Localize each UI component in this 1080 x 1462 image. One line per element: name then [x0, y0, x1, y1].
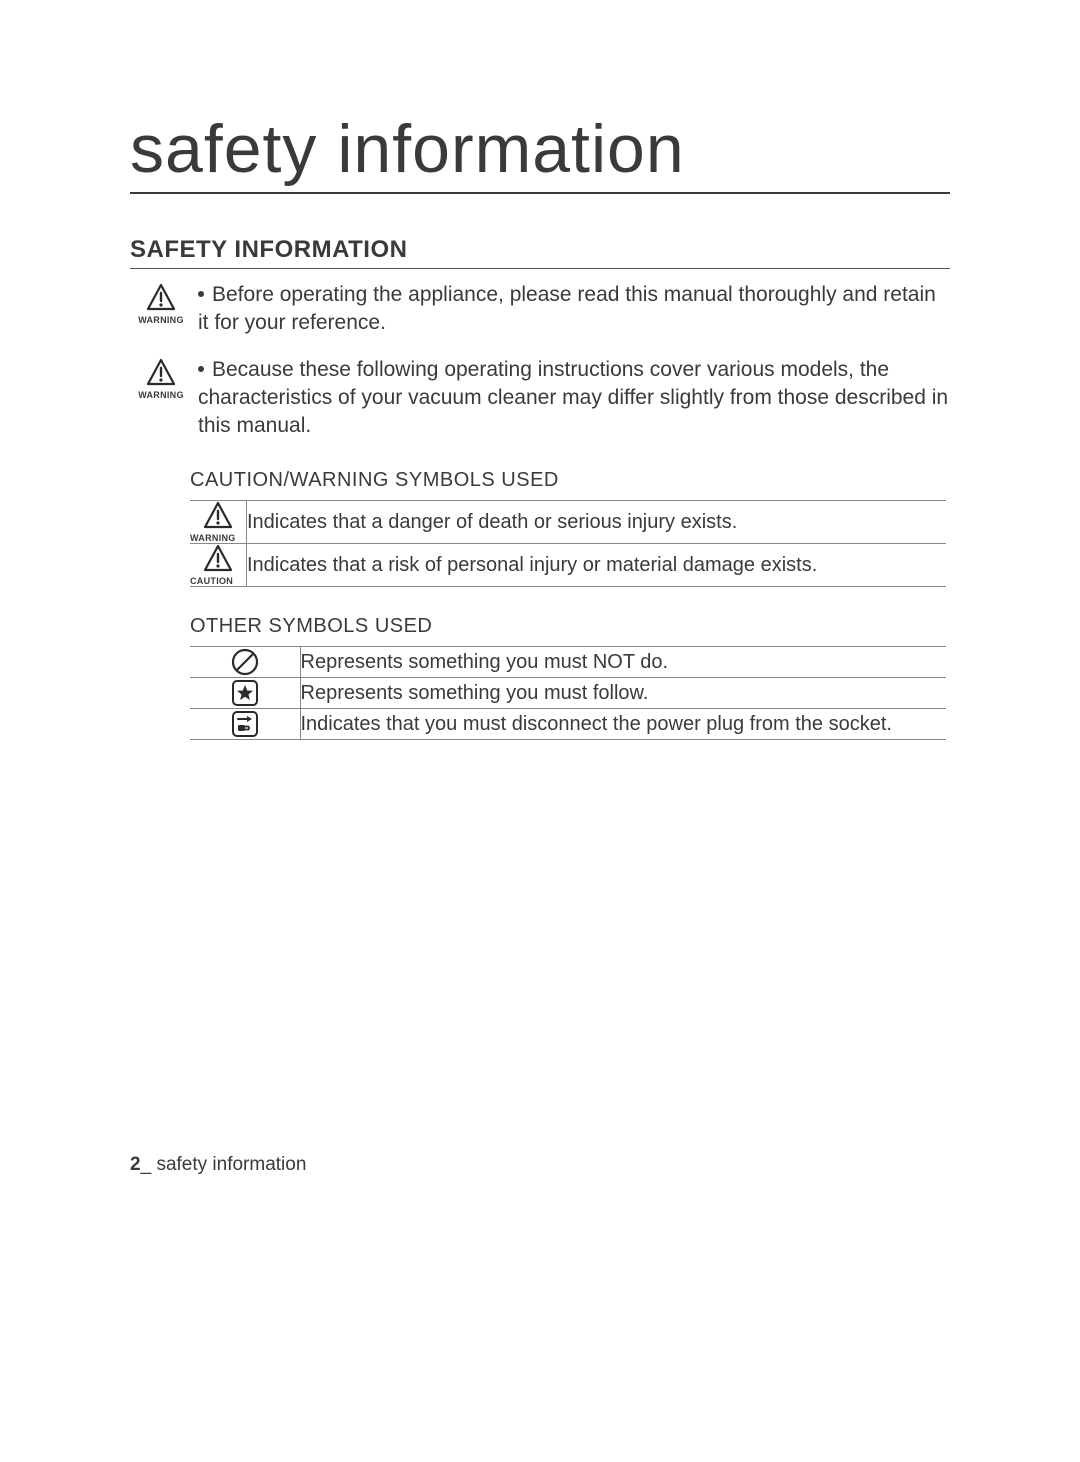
symbol-cell [190, 646, 300, 677]
warnings-list: WARNING Before operating the appliance, … [130, 281, 950, 441]
footer-sep: _ [141, 1154, 157, 1175]
footer-title: safety information [156, 1154, 306, 1175]
symbol-description: Represents something you must NOT do. [300, 646, 946, 677]
symbol-tables: CAUTION/WARNING SYMBOLS USEDWARNINGIndic… [130, 469, 950, 740]
warning-triangle-icon [146, 283, 176, 313]
symbol-description: Indicates that a danger of death or seri… [247, 500, 947, 543]
warning-triangle-icon [146, 358, 176, 388]
table-row: CAUTIONIndicates that a risk of personal… [190, 543, 946, 586]
star-box-icon [230, 678, 260, 708]
page-number: 2 [130, 1154, 141, 1175]
warning-icon-label: WARNING [138, 315, 184, 325]
symbol-description: Represents something you must follow. [300, 677, 946, 708]
symbol-cell [190, 677, 300, 708]
table-heading: CAUTION/WARNING SYMBOLS USED [130, 469, 950, 492]
symbol-cell [190, 708, 300, 739]
page-content: safety information SAFETY INFORMATION WA… [130, 110, 950, 740]
warning-triangle-icon [203, 544, 233, 574]
section-heading: SAFETY INFORMATION [130, 236, 950, 269]
main-title: safety information [130, 110, 950, 194]
table-row: Represents something you must follow. [190, 677, 946, 708]
unplug-box-icon [230, 709, 260, 739]
warning-text: Because these following operating instru… [192, 356, 950, 441]
symbol-description: Indicates that a risk of personal injury… [247, 543, 947, 586]
symbol-label: WARNING [190, 533, 246, 543]
symbol-cell: WARNING [190, 500, 247, 543]
warning-icon-column: WARNING [130, 356, 192, 400]
warning-icon-column: WARNING [130, 281, 192, 325]
symbol-description: Indicates that you must disconnect the p… [300, 708, 946, 739]
warning-row: WARNING Before operating the appliance, … [130, 281, 950, 338]
warning-icon-label: WARNING [138, 390, 184, 400]
page-footer: 2_ safety information [130, 1154, 306, 1176]
warning-row: WARNING Because these following operatin… [130, 356, 950, 441]
bullet-icon [198, 366, 204, 372]
table-heading: OTHER SYMBOLS USED [130, 615, 950, 638]
symbol-cell: CAUTION [190, 543, 247, 586]
symbol-table: WARNINGIndicates that a danger of death … [190, 500, 946, 587]
table-row: WARNINGIndicates that a danger of death … [190, 500, 946, 543]
table-row: Represents something you must NOT do. [190, 646, 946, 677]
symbol-label: CAUTION [190, 576, 246, 586]
warning-text: Before operating the appliance, please r… [192, 281, 950, 338]
bullet-icon [198, 291, 204, 297]
prohibit-icon [230, 647, 260, 677]
symbol-table: Represents something you must NOT do.Rep… [190, 646, 946, 740]
table-row: Indicates that you must disconnect the p… [190, 708, 946, 739]
warning-triangle-icon [203, 501, 233, 531]
